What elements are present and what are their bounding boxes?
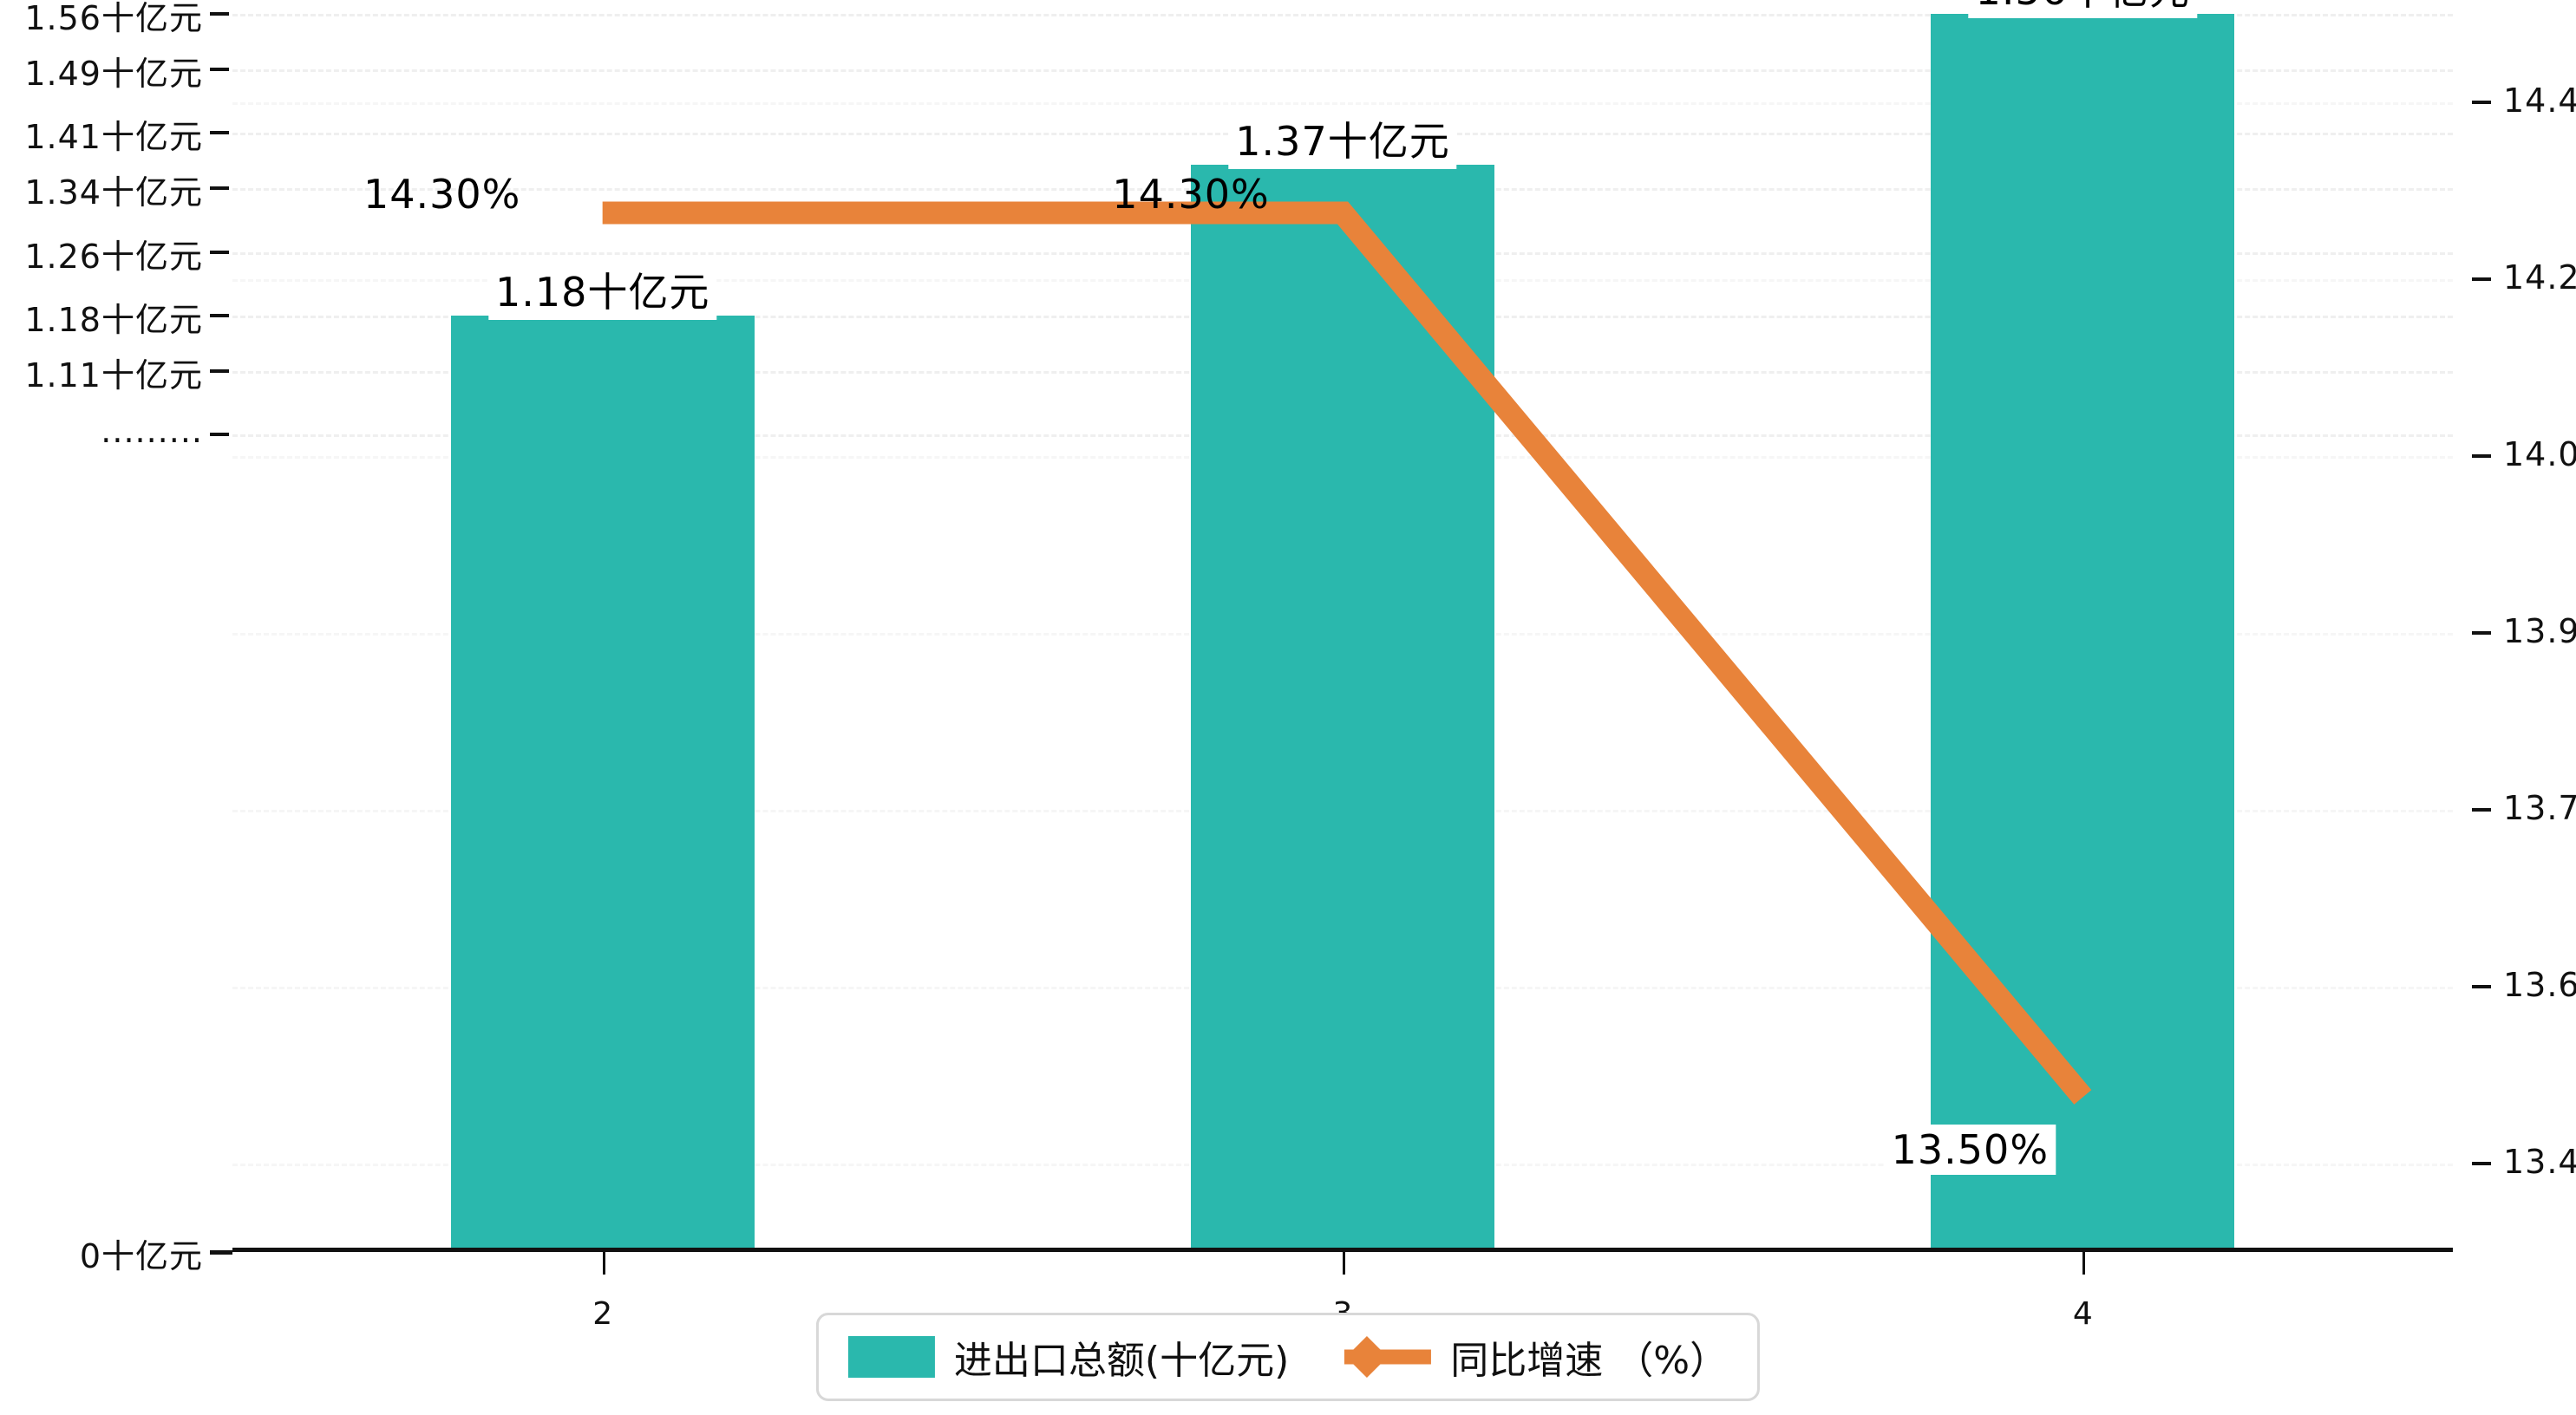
right-y-tick-mark [2472, 1162, 2491, 1165]
x-tick-mark [602, 1252, 605, 1275]
line-value-label: 13.50% [1884, 1124, 2056, 1175]
left-y-tick-label: 0十亿元 [79, 1237, 203, 1275]
legend-line-swatch-icon [1344, 1335, 1432, 1379]
left-y-tick-mark [210, 68, 229, 72]
left-y-tick-label: 1.49十亿元 [24, 55, 203, 94]
bar-value-label: 1.56十亿元 [1968, 0, 2198, 18]
bar[interactable] [1931, 14, 2235, 1252]
right-y-tick-label: 13.44 [2503, 1143, 2576, 1181]
right-y-tick-label: 13.76 [2503, 789, 2576, 827]
left-y-tick-label: 1.18十亿元 [24, 300, 203, 339]
right-y-tick-label: 14.08 [2503, 435, 2576, 473]
right-y-tick-mark [2472, 101, 2491, 104]
left-y-tick-label: 1.34十亿元 [24, 173, 203, 212]
x-tick-label: 4 [2072, 1296, 2093, 1332]
x-axis-line [232, 1248, 2453, 1252]
left-y-tick-mark [210, 433, 229, 437]
right-y-tick-mark [2472, 985, 2491, 988]
legend-bar-swatch-icon [847, 1336, 935, 1378]
left-y-tick-mark [210, 313, 229, 317]
right-y-tick-label: 14.40 [2503, 82, 2576, 120]
line-value-label: 14.30% [1112, 170, 1270, 218]
left-y-tick-mark [210, 1250, 232, 1255]
right-y-tick-label: 14.24 [2503, 258, 2576, 297]
left-y-tick-label: 1.26十亿元 [24, 237, 203, 276]
chart-legend[interactable]: 进出口总额(十亿元) 同比增速 （%） [815, 1313, 1761, 1401]
left-y-tick-label: ......... [101, 412, 203, 451]
gridline [232, 102, 2453, 105]
legend-item-line[interactable]: 同比增速 （%） [1344, 1329, 1728, 1385]
left-y-tick-mark [210, 368, 229, 373]
right-y-tick-label: 13.60 [2503, 966, 2576, 1004]
left-y-tick-label: 1.41十亿元 [24, 118, 203, 157]
bar-value-label: 1.37十亿元 [1228, 108, 1457, 169]
bar-value-label: 1.18十亿元 [487, 258, 717, 320]
left-y-tick-label: 1.56十亿元 [24, 0, 203, 37]
x-tick-label: 2 [592, 1296, 613, 1332]
line-value-label: 14.30% [363, 170, 521, 218]
left-y-tick-label: 1.11十亿元 [24, 355, 203, 395]
x-tick-mark [1343, 1252, 1345, 1275]
gridline [232, 14, 2453, 16]
bar[interactable] [1191, 164, 1494, 1252]
left-y-tick-mark [210, 186, 229, 191]
left-y-tick-mark [210, 12, 229, 16]
right-y-tick-mark [2472, 808, 2491, 812]
legend-label-line: 同比增速 （%） [1450, 1339, 1729, 1383]
left-y-tick-mark [210, 250, 229, 254]
gridline [232, 69, 2453, 73]
legend-label-bar: 进出口总额(十亿元) [953, 1339, 1290, 1383]
right-y-tick-label: 13.92 [2503, 612, 2576, 650]
legend-item-bar[interactable]: 进出口总额(十亿元) [847, 1329, 1290, 1385]
right-y-tick-mark [2472, 454, 2491, 458]
right-y-tick-mark [2472, 277, 2491, 281]
plot-area: 1.18十亿元1.37十亿元1.56十亿元14.30%14.30%13.50% … [232, 0, 2453, 1332]
bar[interactable] [450, 315, 755, 1252]
x-tick-mark [2082, 1252, 2086, 1275]
left-y-tick-mark [210, 131, 229, 135]
right-y-tick-mark [2472, 631, 2491, 635]
